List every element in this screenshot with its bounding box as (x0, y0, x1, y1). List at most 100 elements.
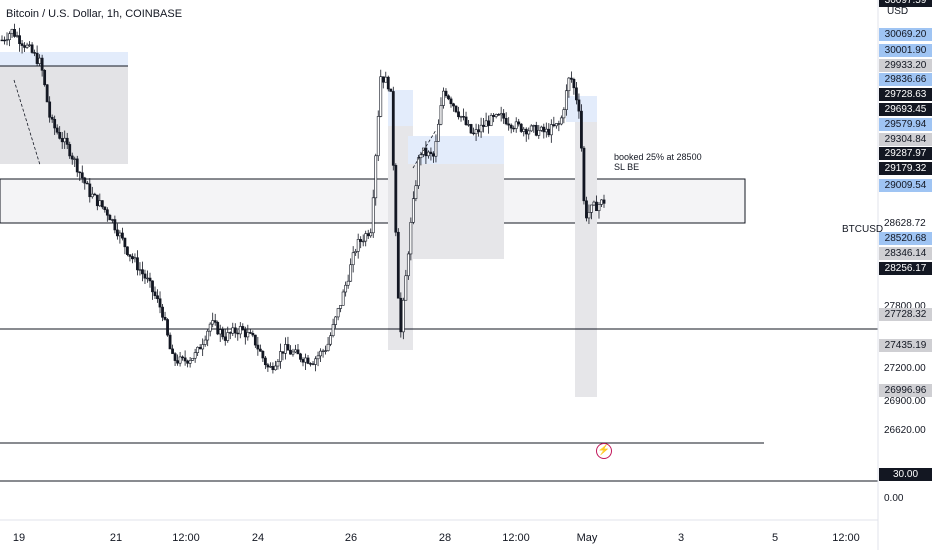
candle-body (602, 199, 606, 204)
candle-body (587, 212, 591, 219)
price-tag: 26900.00 (884, 396, 926, 407)
candle-body (218, 329, 222, 335)
candle-body (13, 29, 16, 37)
candle-body (281, 351, 285, 354)
candle-body (158, 298, 162, 308)
candle-body (291, 351, 295, 355)
price-tag: 29304.84 (879, 133, 932, 146)
candle-body (411, 198, 415, 223)
candle-body (284, 344, 287, 354)
candle-body (376, 116, 380, 157)
alert-icon[interactable]: ⚡ (596, 443, 612, 459)
candle-body (306, 357, 310, 364)
candle-body (75, 158, 79, 173)
candle-body (517, 121, 521, 125)
candle-body (391, 91, 395, 166)
candle-body (178, 356, 182, 364)
candle-body (241, 326, 245, 331)
price-tag: 29728.63 (879, 88, 932, 101)
candle-body (489, 115, 493, 126)
x-tick-label: 12:00 (502, 532, 530, 544)
x-tick-label: 26 (344, 532, 358, 544)
candle-body (311, 363, 315, 365)
candle-body (534, 125, 538, 136)
candle-body (577, 99, 581, 112)
candle-body (221, 329, 225, 338)
candle-body (527, 130, 531, 135)
candle-body (20, 43, 24, 46)
candle-body (406, 253, 410, 277)
candle-body (248, 332, 252, 334)
candle-body (191, 357, 195, 361)
candle-body (477, 129, 480, 133)
candle-body (268, 366, 272, 368)
candle-body (95, 194, 99, 207)
candle-body (276, 361, 280, 367)
candle-body (572, 78, 576, 89)
candle-body (156, 295, 159, 300)
candle-body (216, 322, 220, 335)
candle-body (243, 329, 247, 338)
candle-body (123, 237, 127, 248)
candle-body (28, 44, 31, 46)
candle-body (78, 171, 82, 174)
candle-body (113, 219, 117, 231)
candle-body (203, 339, 207, 345)
candle-body (271, 366, 275, 371)
candle-body (18, 35, 21, 44)
candle-body (70, 155, 74, 160)
candle-body (233, 327, 237, 334)
candle-body (80, 172, 84, 179)
candle-body (143, 273, 147, 279)
price-tag: 27200.00 (884, 363, 926, 374)
candle-body (110, 219, 114, 221)
candle-body (55, 127, 59, 133)
candle-body (349, 264, 353, 282)
candle-body (161, 306, 164, 318)
candle-body (457, 111, 460, 118)
candle-body (399, 297, 403, 333)
candle-body (394, 165, 398, 233)
candle-body (319, 350, 322, 357)
candle-body (389, 88, 393, 92)
candle-body (131, 256, 134, 260)
candle-body (33, 52, 37, 54)
price-tag: 27728.32 (879, 308, 932, 321)
candle-body (502, 113, 506, 119)
candle-body (429, 151, 433, 154)
candle-body (432, 153, 435, 157)
candle-body (163, 316, 167, 320)
candle-body (472, 132, 475, 135)
candle-body (188, 360, 192, 364)
candle-body (251, 332, 255, 336)
candle-body (223, 336, 227, 341)
x-tick-label: May (576, 532, 598, 544)
candle-body (582, 147, 586, 202)
candle-body (153, 291, 157, 297)
candle-body (595, 201, 598, 212)
candle-body (356, 239, 360, 252)
price-tag: 30.00 (879, 468, 932, 481)
candle-body (585, 200, 588, 219)
candle-body (266, 364, 270, 368)
candle-body (447, 95, 450, 100)
trade-note: booked 25% at 28500 SL BE (614, 152, 702, 172)
candle-body (600, 199, 603, 205)
middle-blue-box (388, 90, 413, 126)
candle-body (444, 90, 448, 97)
price-tag: 27435.19 (879, 339, 932, 352)
candle-body (314, 358, 317, 365)
candle-body (507, 123, 511, 126)
candle-body (68, 144, 72, 157)
candle-body (334, 316, 338, 325)
candle-body (256, 344, 260, 350)
candle-body (5, 39, 9, 41)
price-tag: 30097.59 (879, 0, 932, 7)
candle-body (25, 44, 29, 48)
candle-body (196, 346, 200, 353)
candle-body (213, 320, 217, 323)
price-tag: 29287.97 (879, 147, 932, 160)
candle-body (65, 137, 69, 145)
candle-body (532, 125, 536, 127)
